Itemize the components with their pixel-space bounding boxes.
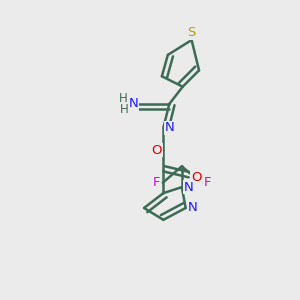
Text: N: N: [129, 98, 139, 110]
Text: H: H: [120, 103, 128, 116]
Text: H: H: [119, 92, 128, 105]
Text: N: N: [165, 121, 175, 134]
Text: F: F: [204, 176, 212, 189]
Text: S: S: [188, 26, 196, 39]
Text: O: O: [152, 143, 162, 157]
Text: N: N: [187, 202, 197, 214]
Text: O: O: [191, 171, 201, 184]
Text: N: N: [184, 181, 193, 194]
Text: F: F: [153, 176, 160, 189]
